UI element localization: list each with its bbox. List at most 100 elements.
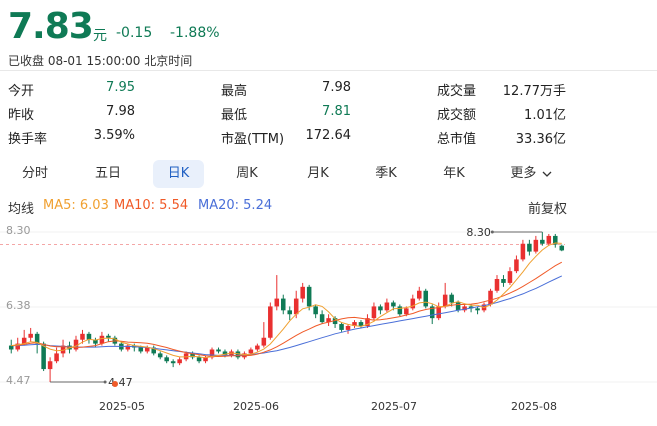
candle-body [15,343,20,350]
tab-five-day[interactable]: 五日 [94,166,121,181]
candle-body [520,243,526,260]
candle-body [268,306,273,338]
stat-label-turnover-amount: 成交额 [437,108,477,123]
stat-value-low: 7.81 [322,104,351,119]
candle-body [546,235,552,244]
tab-monthly-k[interactable]: 月K [307,166,329,181]
stat-value-turnover-rate: 3.59% [93,128,135,143]
price-change-percent: -1.88% [170,25,220,41]
candle-body [196,357,202,362]
min-marker-label: 4.47 [108,376,133,389]
chevron-down-icon [542,171,552,177]
stat-label-pe-ttm: 市盈(TTM) [221,132,285,147]
min-marker-dot [103,380,107,384]
y-tick-label: 4.47 [6,374,31,387]
candle-body [93,339,98,344]
candle-body [494,278,500,291]
candle-body [559,245,565,251]
candlestick-chart[interactable]: 8.30 6.38 4.47 8.30 4.47 2025-05 2025-06 2025-0… [0,220,657,426]
candle-body [125,345,131,350]
stat-value-volume: 12.77万手 [502,84,566,99]
x-tick-label: 2025-08 [511,400,557,413]
candle-body [60,345,66,354]
candle-body [261,337,267,346]
candle-body [157,353,163,358]
candle-body [507,271,513,283]
y-tick-label: 6.38 [6,299,31,312]
candle-body [235,351,241,358]
candle-body [313,306,318,315]
candle-body [352,322,357,326]
candle-body [378,306,383,311]
stat-label-low: 最低 [221,108,248,123]
ma5-value: MA5: 6.03 [43,198,109,213]
candle-body [144,347,150,352]
y-tick-label: 8.30 [6,224,31,237]
stat-label-open: 今开 [8,84,35,99]
tab-quarterly-k[interactable]: 季K [375,166,397,181]
candle-body [138,347,144,352]
ma10-value: MA10: 5.54 [114,198,189,213]
ma5-line [11,242,562,359]
candle-body [410,298,416,309]
candle-body [164,357,169,362]
tab-intraday[interactable]: 分时 [21,166,48,181]
candle-body [417,290,422,299]
candle-body [514,259,519,272]
stat-label-volume: 成交量 [437,84,477,99]
candle-body [553,235,558,245]
candle-body [319,314,325,323]
candle-body [99,335,105,344]
candle-body [345,325,351,330]
candle-body [527,243,532,252]
candle-body [384,302,390,311]
candle-body [151,347,156,354]
tab-daily-k[interactable]: 日K [153,160,204,188]
candle-body [54,353,59,362]
candle-body [86,333,92,340]
candle-body [47,361,53,370]
candle-body [371,306,377,319]
candle-body [255,345,260,350]
tab-weekly-k[interactable]: 周K [236,166,258,181]
candle-body [397,306,403,315]
candle-body [365,318,370,326]
candle-body [170,361,176,364]
candle-body [73,339,79,350]
candle-body [423,290,429,307]
candle-body [280,298,286,311]
stat-value-turnover-amount: 1.01亿 [524,108,566,123]
candle-body [190,353,195,358]
candle-body [28,333,33,338]
x-tick-label: 2025-05 [99,400,145,413]
candle-body [429,306,435,319]
price-change: -0.15 [116,25,153,41]
tab-yearly-k[interactable]: 年K [443,166,465,181]
adjust-mode-toggle[interactable]: 前复权 [528,202,568,217]
ma-legend-label: 均线 [8,202,35,217]
tab-more[interactable]: 更多 [503,160,559,188]
candle-body [222,351,228,356]
price-unit: 元 [93,28,107,44]
candle-body [41,343,46,370]
candle-body [533,239,539,252]
candle-body [106,335,111,338]
stat-label-market-cap: 总市值 [437,132,477,147]
candle-body [287,310,293,315]
candle-body [80,333,85,340]
stat-value-market-cap: 33.36亿 [515,132,566,147]
period-tabs: 分时 五日 日K 周K 月K 季K 年K 更多 [0,157,657,189]
ma20-value: MA20: 5.24 [198,198,273,213]
stat-value-prev-close: 7.98 [106,104,135,119]
candle-body [391,302,396,307]
candle-body [274,298,280,307]
candle-body [449,294,454,303]
candle-body [540,239,545,244]
x-tick-label: 2025-07 [371,400,417,413]
candle-body [468,306,474,309]
stat-value-pe-ttm: 172.64 [305,128,352,143]
market-status: 已收盘 08-01 15:00:00 北京时间 [8,54,193,68]
max-marker-dot [490,230,494,234]
candle-body [339,324,344,330]
candle-body [183,353,189,360]
